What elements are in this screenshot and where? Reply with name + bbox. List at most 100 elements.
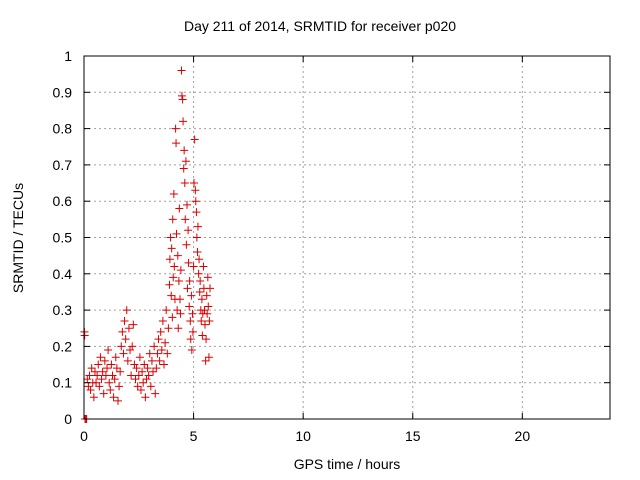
data-point	[175, 204, 184, 213]
data-point	[103, 364, 112, 373]
data-point	[110, 375, 119, 384]
data-point	[119, 349, 128, 358]
data-point	[113, 396, 122, 405]
x-tick-label: 10	[295, 428, 311, 444]
data-point	[157, 346, 166, 355]
y-tick-label: 0.2	[53, 338, 73, 354]
data-point	[172, 139, 181, 148]
x-axis-label: GPS time / hours	[293, 456, 401, 472]
data-points	[80, 66, 215, 423]
data-point	[105, 378, 114, 387]
data-point	[116, 367, 125, 376]
x-tick-label: 5	[190, 428, 198, 444]
data-point	[134, 371, 143, 380]
data-point	[176, 309, 185, 318]
data-point	[197, 316, 206, 325]
y-tick-label: 0.3	[53, 302, 73, 318]
data-point	[184, 226, 193, 235]
data-point	[190, 179, 199, 188]
data-point	[152, 364, 161, 373]
data-point	[115, 382, 124, 391]
data-point	[161, 338, 170, 347]
data-point	[181, 215, 190, 224]
data-point	[171, 124, 180, 133]
data-point	[98, 367, 107, 376]
data-point	[84, 382, 93, 391]
data-point	[201, 356, 210, 365]
data-point	[151, 389, 160, 398]
data-point	[204, 302, 213, 311]
data-point	[120, 316, 129, 325]
x-tick-label: 20	[515, 428, 531, 444]
data-point	[180, 146, 189, 155]
data-point	[123, 356, 132, 365]
data-point	[144, 371, 153, 380]
data-point	[167, 244, 176, 253]
data-point	[174, 324, 183, 333]
data-point	[104, 346, 113, 355]
data-point	[187, 291, 196, 300]
y-tick-label: 0.6	[53, 193, 73, 209]
y-tick-label: 0.4	[53, 266, 73, 282]
data-point	[141, 393, 150, 402]
data-point	[147, 356, 156, 365]
data-point	[177, 91, 186, 100]
data-point	[111, 353, 120, 362]
data-point	[196, 277, 205, 286]
data-point	[181, 157, 190, 166]
data-point	[182, 240, 191, 249]
data-point	[155, 356, 164, 365]
data-point	[154, 335, 163, 344]
data-point	[192, 233, 201, 242]
data-point	[99, 389, 108, 398]
data-point	[108, 371, 117, 380]
data-point	[87, 364, 96, 373]
data-point	[185, 277, 194, 286]
data-point	[180, 179, 189, 188]
data-point	[169, 273, 178, 282]
data-point	[153, 349, 162, 358]
data-point	[162, 306, 171, 315]
data-point	[206, 284, 215, 293]
data-point	[146, 382, 155, 391]
data-point	[169, 189, 178, 198]
data-point	[143, 364, 152, 373]
data-point	[80, 331, 89, 340]
data-point	[156, 327, 165, 336]
data-point	[175, 295, 184, 304]
data-point	[117, 342, 126, 351]
y-tick-label: 0.8	[53, 121, 73, 137]
data-point	[106, 385, 115, 394]
data-point	[197, 295, 206, 304]
data-point	[186, 316, 195, 325]
y-tick-label: 0.1	[53, 375, 73, 391]
data-point	[159, 360, 168, 369]
data-point	[203, 273, 212, 282]
data-point	[133, 382, 142, 391]
data-point	[200, 320, 209, 329]
data-point	[97, 375, 106, 384]
data-point	[139, 378, 148, 387]
data-point	[165, 280, 174, 289]
data-point	[166, 233, 175, 242]
data-point	[202, 335, 211, 344]
data-point	[188, 327, 197, 336]
data-point	[128, 342, 137, 351]
data-point	[198, 331, 207, 340]
data-point	[86, 385, 95, 394]
data-point	[131, 375, 140, 384]
data-point	[89, 393, 98, 402]
x-tick-label: 15	[405, 428, 421, 444]
data-point	[145, 349, 154, 358]
data-point	[92, 378, 101, 387]
data-point	[203, 309, 212, 318]
data-point	[124, 324, 133, 333]
data-point	[190, 135, 199, 144]
data-point	[127, 371, 136, 380]
data-point	[85, 371, 94, 380]
data-point	[136, 385, 145, 394]
axis-ticks: 00.10.20.30.40.50.60.70.80.910 5 10 15 20	[53, 48, 610, 444]
data-point	[138, 367, 147, 376]
data-point	[184, 258, 193, 267]
data-point	[185, 302, 194, 311]
